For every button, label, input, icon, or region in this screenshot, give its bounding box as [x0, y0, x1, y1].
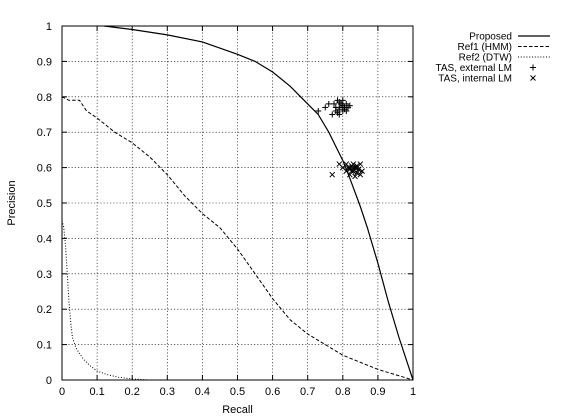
- y-tick-label: 0.9: [37, 56, 52, 68]
- series-3-point: [334, 109, 341, 116]
- legend-label: Ref1 (HMM): [458, 42, 512, 53]
- series-3-point: [336, 99, 343, 106]
- axis-ticks: [61, 25, 414, 381]
- y-tick-labels: 0 0.1 0.2 0.3 0.4 0.5 0.6 0.7 0.8 0.9 1: [37, 21, 52, 387]
- series-layer: [61, 25, 414, 381]
- y-tick-label: 1: [46, 21, 52, 33]
- x-tick-label: 0.4: [195, 386, 210, 398]
- y-tick-label: 0.7: [37, 127, 52, 139]
- series-4-point: [350, 164, 357, 171]
- series-0-line: [104, 25, 414, 381]
- y-tick-label: 0.5: [37, 198, 52, 210]
- x-tick-label: 0: [59, 386, 65, 398]
- y-tick-label: 0.1: [37, 340, 52, 352]
- series-4-point: [353, 162, 360, 169]
- legend-label: TAS, external LM: [435, 63, 512, 74]
- y-tick-label: 0.2: [37, 304, 52, 316]
- series-4-point: [357, 171, 364, 178]
- series-4-point: [348, 168, 355, 174]
- legend-label: TAS, internal LM: [438, 74, 512, 85]
- series-4-point: [329, 171, 336, 178]
- series-3-point: [339, 102, 346, 109]
- x-tick-label: 0.9: [370, 386, 385, 398]
- series-4-point: [359, 168, 365, 174]
- x-tick-label: 0.3: [160, 386, 175, 398]
- series-3-point: [332, 104, 339, 111]
- x-tick-label: 0.8: [335, 386, 350, 398]
- series-3-point: [343, 100, 350, 107]
- series-4-point: [355, 166, 362, 173]
- legend-label: Ref2 (DTW): [459, 53, 512, 64]
- series-3-point: [339, 97, 346, 104]
- series-3-point: [322, 104, 329, 111]
- x-axis-label: Recall: [222, 404, 253, 416]
- x-tick-label: 0.7: [300, 386, 315, 398]
- series-4-point: [357, 161, 364, 167]
- y-tick-label: 0.6: [37, 163, 52, 175]
- legend-symbol: [530, 64, 536, 71]
- x-tick-label: 1: [410, 386, 416, 398]
- series-3-point: [336, 106, 343, 113]
- series-3-point: [325, 100, 332, 107]
- y-tick-label: 0.8: [37, 92, 52, 104]
- grid: [62, 26, 413, 380]
- legend-symbol: [530, 75, 536, 81]
- y-tick-label: 0.4: [37, 233, 52, 245]
- series-3-point: [331, 100, 338, 107]
- x-tick-label: 0.5: [230, 386, 245, 398]
- legend-label: Proposed: [469, 32, 512, 43]
- y-tick-label: 0.3: [37, 269, 52, 281]
- series-3-point: [346, 102, 353, 109]
- series-2-line: [61, 220, 150, 381]
- x-tick-labels: 0 0.1 0.2 0.3 0.4 0.5 0.6 0.7 0.8 0.9 1: [59, 386, 416, 398]
- x-tick-label: 0.2: [125, 386, 140, 398]
- x-tick-label: 0.6: [265, 386, 280, 398]
- series-4-point: [352, 173, 358, 180]
- y-axis-label: Precision: [6, 180, 18, 225]
- series-3-point: [329, 111, 336, 118]
- series-1-line: [61, 96, 414, 381]
- x-tick-label: 0.1: [89, 386, 104, 398]
- series-3-point: [341, 106, 348, 113]
- series-4-point: [353, 170, 360, 176]
- y-tick-label: 0: [46, 375, 52, 387]
- series-3-point: [315, 107, 322, 114]
